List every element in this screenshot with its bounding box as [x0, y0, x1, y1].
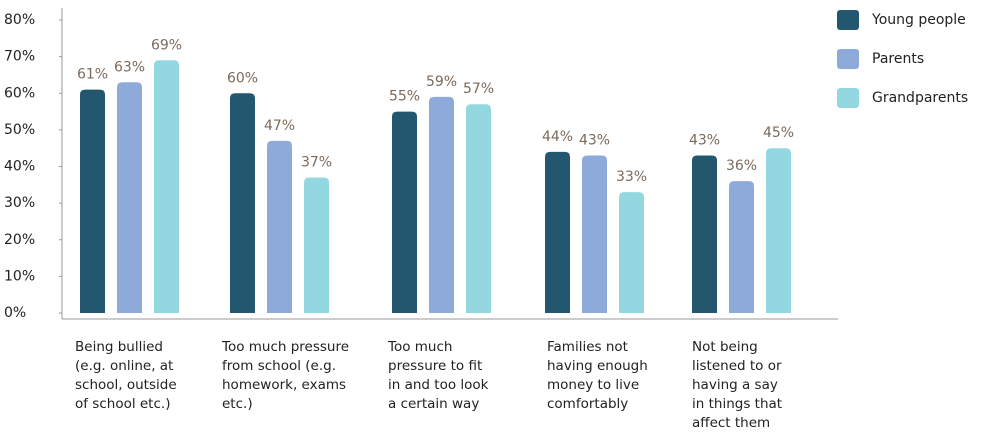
value-label: 60% [227, 70, 258, 86]
x-tick-label: Too much pressure to fit in and too look… [388, 339, 489, 412]
legend-swatch [837, 88, 859, 108]
bar [692, 155, 717, 313]
bar [117, 82, 142, 313]
bar [582, 155, 607, 313]
value-label: 59% [426, 74, 457, 90]
bar [466, 104, 491, 313]
y-tick-label: 50% [4, 122, 35, 138]
x-tick-label: Families not having enough money to live… [547, 339, 648, 412]
bar [230, 93, 255, 313]
value-label: 55% [389, 89, 420, 105]
y-tick-label: 40% [4, 159, 35, 175]
y-tick-label: 70% [4, 49, 35, 65]
x-tick-label: Not being listened to or having a say in… [692, 339, 783, 431]
x-tick-label: Too much pressure from school (e.g. home… [222, 339, 350, 412]
legend-label: Young people [871, 12, 966, 28]
value-label: 37% [301, 154, 332, 170]
y-tick-label: 0% [4, 305, 26, 321]
value-label: 63% [114, 59, 145, 75]
value-label: 44% [542, 129, 573, 145]
bar [392, 111, 417, 313]
value-label: 57% [463, 81, 494, 97]
bar [729, 181, 754, 313]
legend-swatch [837, 10, 859, 30]
bar [304, 177, 329, 313]
y-tick-label: 20% [4, 232, 35, 248]
y-tick-label: 30% [4, 195, 35, 211]
bar [80, 89, 105, 314]
value-label: 69% [151, 37, 182, 53]
bar [545, 151, 570, 313]
legend-label: Grandparents [872, 90, 968, 106]
value-label: 47% [264, 118, 295, 134]
bar [619, 192, 644, 313]
x-tick-label: Being bullied (e.g. online, at school, o… [75, 339, 177, 412]
y-tick-label: 60% [4, 85, 35, 101]
legend-swatch [837, 49, 859, 69]
bar [429, 96, 454, 313]
value-label: 43% [689, 133, 720, 149]
bar [154, 60, 179, 313]
bar [267, 140, 292, 313]
value-label: 33% [616, 169, 647, 185]
y-tick-label: 80% [4, 12, 35, 28]
bar [766, 148, 791, 313]
value-label: 45% [763, 125, 794, 141]
value-label: 61% [77, 67, 108, 83]
value-label: 43% [579, 133, 610, 149]
value-label: 36% [726, 158, 757, 174]
legend-label: Parents [872, 51, 924, 67]
y-tick-label: 10% [4, 268, 35, 284]
